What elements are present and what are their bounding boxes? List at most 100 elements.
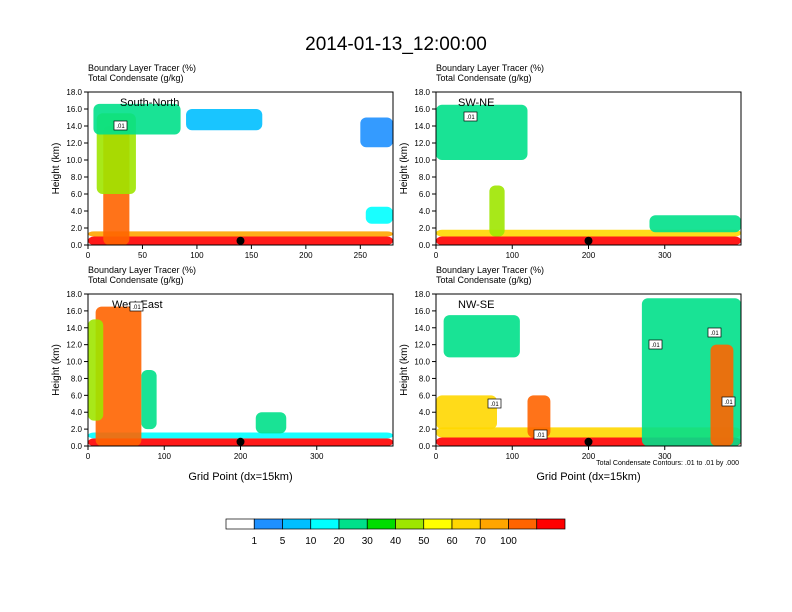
colorbar-swatch: [536, 518, 566, 530]
svg-text:.01: .01: [536, 433, 545, 439]
cross-section-label: SW-NE: [458, 97, 494, 109]
x-tick-label: 100: [158, 452, 172, 461]
y-axis: 0.0 2.0 4.0 6.0 8.0 10.0 12.0 14.0 16.0 18.0 Heigh…: [51, 290, 88, 451]
colorbar-swatch: [225, 518, 255, 530]
contour-label: .01: [533, 429, 548, 440]
y-tick-label: 2.0: [419, 425, 431, 434]
contour-label: .01: [487, 398, 502, 409]
contour-label: .01: [707, 327, 722, 338]
x-axis: 0 50 100 150 200 250: [86, 245, 368, 260]
y-axis: 0.0 2.0 4.0 6.0 8.0 10.0 12.0 14.0 16.0 18.0 Heigh…: [399, 290, 436, 451]
colorbar: 1 5 10 20 30 40 50 60 70 100: [225, 518, 566, 547]
y-axis-label: Height (km): [399, 344, 410, 396]
y-tick-label: 12.0: [414, 139, 430, 148]
y-tick-label: 0.0: [71, 241, 83, 250]
x-tick-label: 200: [234, 452, 248, 461]
y-tick-label: 12.0: [66, 341, 82, 350]
panel-top-right: Boundary Layer Tracer (%)Total Condensat…: [399, 63, 742, 260]
y-tick-label: 10.0: [66, 156, 82, 165]
y-tick-label: 14.0: [66, 324, 82, 333]
x-tick-label: 150: [245, 251, 259, 260]
colorbar-swatch: [338, 518, 368, 530]
panel-title-tracer: Boundary Layer Tracer (%): [436, 265, 544, 275]
svg-text:.01: .01: [490, 402, 499, 408]
colorbar-label: 20: [333, 536, 345, 547]
svg-text:.01: .01: [132, 305, 141, 311]
y-axis: 0.0 2.0 4.0 6.0 8.0 10.0 12.0 14.0 16.0 18.0 Heigh…: [399, 88, 436, 250]
x-tick-label: 300: [658, 251, 672, 260]
y-tick-label: 18.0: [66, 88, 82, 97]
y-axis: 0.0 2.0 4.0 6.0 8.0 10.0 12.0 14.0 16.0 18.0 Heigh…: [51, 88, 88, 250]
colorbar-swatch: [366, 518, 396, 530]
tracer-region: [489, 185, 505, 237]
svg-text:.01: .01: [651, 343, 660, 349]
location-marker: [236, 236, 245, 245]
panel-title-condensate: Total Condensate (g/kg): [436, 73, 532, 83]
tracer-region: [710, 344, 734, 446]
tracer-region: [527, 395, 551, 438]
tracer-field: [436, 294, 741, 446]
colorbar-swatch: [395, 518, 425, 530]
y-tick-label: 12.0: [414, 341, 430, 350]
y-tick-label: 8.0: [71, 374, 83, 383]
x-axis-label: Grid Point (dx=15km): [188, 471, 292, 483]
x-tick-label: 200: [582, 452, 596, 461]
y-tick-label: 6.0: [71, 190, 83, 199]
x-tick-label: 0: [86, 452, 91, 461]
svg-text:.01: .01: [724, 400, 733, 406]
y-tick-label: 0.0: [71, 442, 83, 451]
location-marker: [584, 236, 593, 245]
x-tick-label: 100: [506, 452, 520, 461]
x-tick-label: 200: [299, 251, 313, 260]
x-tick-label: 100: [190, 251, 204, 260]
panel-top-left: Boundary Layer Tracer (%)Total Condensat…: [51, 63, 394, 260]
y-tick-label: 6.0: [71, 391, 83, 400]
x-tick-label: 300: [310, 452, 324, 461]
tracer-region: [436, 104, 528, 160]
colorbar-swatch: [253, 518, 283, 530]
y-tick-label: 16.0: [414, 105, 430, 114]
tracer-field: [436, 92, 741, 245]
y-tick-label: 14.0: [414, 122, 430, 131]
cross-section-label: South-North: [120, 97, 179, 109]
y-tick-label: 8.0: [419, 374, 431, 383]
contour-label: .01: [463, 111, 478, 122]
x-tick-label: 100: [506, 251, 520, 260]
y-tick-label: 18.0: [414, 88, 430, 97]
y-tick-label: 0.0: [419, 442, 431, 451]
panel-title-tracer: Boundary Layer Tracer (%): [88, 63, 196, 73]
y-tick-label: 16.0: [414, 307, 430, 316]
tracer-region: [88, 432, 393, 439]
tracer-region: [649, 215, 741, 233]
x-tick-label: 200: [582, 251, 596, 260]
tracer-region: [88, 319, 104, 421]
svg-text:.01: .01: [710, 331, 719, 337]
y-tick-label: 12.0: [66, 139, 82, 148]
tracer-region: [141, 370, 157, 430]
colorbar-swatch: [310, 518, 340, 530]
cross-section-label: NW-SE: [458, 299, 494, 311]
contour-footnote: Total Condensate Contours: .01 to .01 by…: [596, 460, 739, 467]
location-marker: [584, 437, 593, 446]
panel-bottom-left: Boundary Layer Tracer (%)Total Condensat…: [51, 265, 394, 483]
colorbar-swatch: [423, 518, 453, 530]
y-tick-label: 4.0: [419, 408, 431, 417]
y-tick-label: 16.0: [66, 307, 82, 316]
y-tick-label: 10.0: [66, 358, 82, 367]
y-tick-label: 4.0: [419, 207, 431, 216]
contour-label: .01: [129, 301, 144, 312]
y-tick-label: 10.0: [414, 358, 430, 367]
y-tick-label: 2.0: [71, 224, 83, 233]
contour-label: .01: [113, 120, 128, 131]
figure-title: 2014-01-13_12:00:00: [305, 34, 487, 55]
tracer-field: [88, 294, 393, 446]
y-axis-label: Height (km): [51, 143, 62, 195]
plot-frame: [87, 91, 394, 246]
colorbar-label: 60: [446, 536, 458, 547]
colorbar-label: 40: [390, 536, 402, 547]
location-marker: [236, 437, 245, 446]
colorbar-swatch: [282, 518, 312, 530]
colorbar-label: 1: [251, 536, 257, 547]
y-axis-label: Height (km): [51, 344, 62, 396]
y-tick-label: 8.0: [71, 173, 83, 182]
